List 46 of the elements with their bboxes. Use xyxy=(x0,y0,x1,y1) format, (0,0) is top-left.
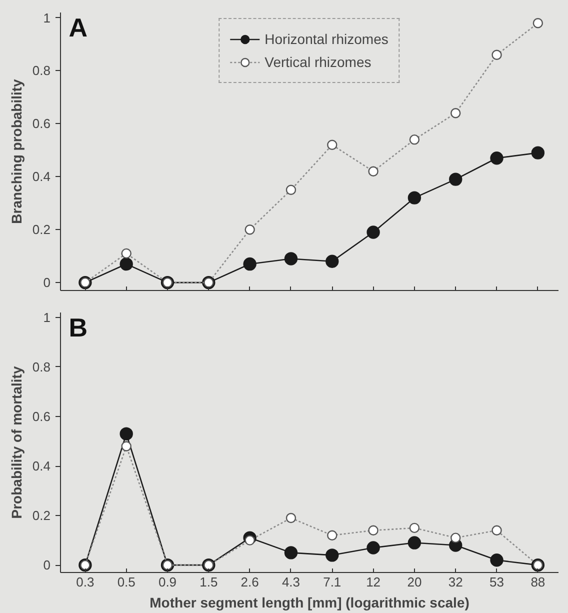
y-tick-label: 0.4 xyxy=(32,169,51,184)
y-tick-label: 0.8 xyxy=(32,359,51,374)
y-axis-title: Probability of mortality xyxy=(8,366,24,519)
x-tick-label: 12 xyxy=(366,574,381,590)
point xyxy=(490,554,504,567)
point xyxy=(326,254,339,268)
x-tick-label: 2.6 xyxy=(240,574,259,590)
x-tick-label: 32 xyxy=(448,574,463,590)
chart-title: B xyxy=(68,312,88,342)
y-axis-title: Branching probability xyxy=(8,78,24,224)
y-tick-label: 0 xyxy=(43,275,51,290)
chart-title: A xyxy=(68,12,88,42)
x-tick-label: 20 xyxy=(407,574,422,590)
x-tick-label: 7.1 xyxy=(323,574,342,590)
y-tick-label: 1 xyxy=(43,310,51,325)
point xyxy=(366,541,380,554)
y-tick-label: 0.8 xyxy=(32,63,51,78)
point xyxy=(284,546,298,560)
legend-label: Vertical rhizomes xyxy=(264,54,372,70)
x-tick-label: 0.3 xyxy=(76,574,94,590)
y-tick-label: 0.2 xyxy=(32,222,51,238)
x-tick-label: 1.5 xyxy=(200,574,218,590)
point xyxy=(326,548,339,562)
y-tick-label: 0.6 xyxy=(32,116,51,132)
point xyxy=(408,191,422,204)
x-axis-title: Mother segment length [mm] (logarithmic scale) xyxy=(150,594,470,610)
x-tick-label: 0.5 xyxy=(117,574,136,590)
point xyxy=(366,226,380,239)
point xyxy=(120,427,133,440)
x-tick-label: 88 xyxy=(530,574,546,590)
point xyxy=(408,536,422,550)
y-tick-label: 0 xyxy=(43,558,51,573)
point xyxy=(120,257,133,271)
x-tick-label: 4.3 xyxy=(282,574,300,590)
x-tick-label: 0.9 xyxy=(158,574,177,590)
point xyxy=(490,152,504,165)
point xyxy=(531,146,545,160)
y-tick-label: 1 xyxy=(43,10,51,26)
point xyxy=(449,172,462,186)
x-tick-label: 53 xyxy=(490,574,504,590)
legend-label: Horizontal rhizomes xyxy=(264,31,388,47)
y-tick-label: 0.4 xyxy=(32,458,51,474)
y-tick-label: 0.2 xyxy=(32,508,51,524)
point xyxy=(284,252,298,266)
y-tick-label: 0.6 xyxy=(32,409,51,424)
point xyxy=(243,257,256,271)
